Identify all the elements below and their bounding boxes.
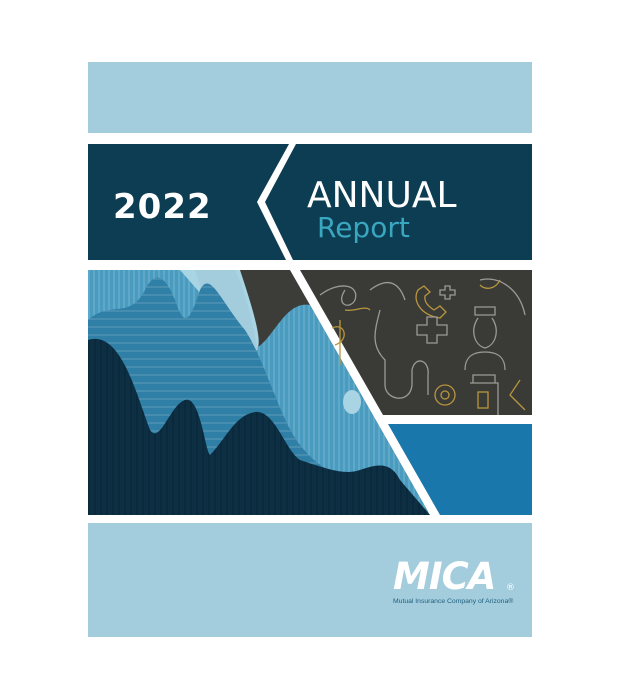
blue-panel <box>388 424 532 515</box>
caduceus-icon <box>331 307 371 365</box>
title-annual: ANNUAL <box>307 175 457 216</box>
logo-text: MICA <box>393 555 495 598</box>
mica-logo: MICA ® Mutual Insurance Company of Arizo… <box>393 555 515 605</box>
title-band: 2022 ANNUAL Report <box>88 144 532 260</box>
title-report: Report <box>317 211 410 244</box>
tagline: Mutual Insurance Company of Arizona® <box>393 597 513 605</box>
healthcare-icon-panel <box>300 270 532 415</box>
medical-cross-icon <box>416 316 448 344</box>
stethoscope-icon <box>374 309 429 399</box>
nurse-icon <box>464 306 506 371</box>
phone-icon <box>415 285 447 319</box>
year-text: 2022 <box>113 187 212 227</box>
chevron-divider <box>257 144 296 260</box>
logo-registered-mark: ® <box>506 583 515 593</box>
pill-bottle-icon <box>470 374 499 415</box>
wave-graphic <box>88 270 430 515</box>
bottom-band: MICA ® Mutual Insurance Company of Arizo… <box>88 523 532 637</box>
top-band <box>88 62 532 133</box>
